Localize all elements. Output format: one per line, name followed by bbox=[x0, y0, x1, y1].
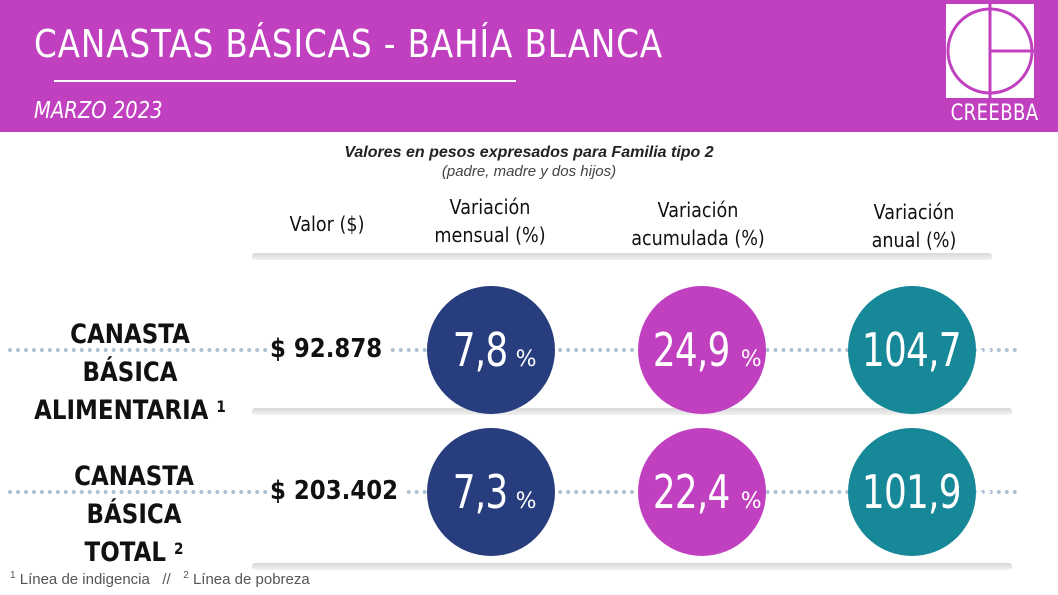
circle-acumulada: 22,4% bbox=[638, 428, 766, 556]
page-subtitle: MARZO 2023 bbox=[34, 98, 163, 124]
percent-sign: % bbox=[740, 489, 762, 514]
bottom-divider bbox=[252, 563, 1012, 570]
percent-sign: % bbox=[740, 347, 762, 372]
footnote-2-text: Línea de pobreza bbox=[192, 571, 310, 588]
column-header-acumulada-line2: acumulada (%) bbox=[631, 226, 765, 250]
creebba-logo: CREEBBA bbox=[942, 0, 1038, 132]
row-label-line1: CANASTA BÁSICA bbox=[70, 319, 190, 388]
percent-sign: % bbox=[515, 347, 537, 372]
circle-mensual: 7,3% bbox=[427, 428, 555, 556]
footnote-ref: 2 bbox=[173, 539, 184, 558]
row-divider bbox=[252, 408, 1012, 415]
page-title: CANASTAS BÁSICAS - BAHÍA BLANCA bbox=[34, 22, 664, 66]
variacion-mensual-value: 7,8 bbox=[453, 323, 509, 377]
circle-anual: 104,7% bbox=[848, 286, 996, 414]
circle-acumulada: 24,9% bbox=[638, 286, 766, 414]
footnote-ref: 1 bbox=[216, 397, 226, 416]
valor-alimentaria: $ 92.878 bbox=[270, 334, 388, 364]
title-underline bbox=[54, 80, 516, 82]
variacion-anual-value: 101,9 bbox=[861, 465, 962, 519]
column-header-valor-text: Valor ($) bbox=[289, 212, 365, 236]
logo-icon bbox=[946, 4, 1034, 98]
column-header-mensual: Variación mensual (%) bbox=[414, 193, 565, 249]
footnote-1-number: 1 bbox=[10, 570, 16, 581]
column-header-acumulada: Variación acumulada (%) bbox=[617, 196, 779, 252]
row-label-total: CANASTA BÁSICA TOTAL 2 bbox=[25, 458, 243, 572]
valor-total: $ 203.402 bbox=[270, 476, 404, 506]
column-header-anual-line2: anual (%) bbox=[871, 228, 957, 252]
footnote-1-text: Línea de indigencia bbox=[19, 571, 150, 588]
column-header-anual: Variación anual (%) bbox=[837, 198, 992, 254]
row-label-line2: ALIMENTARIA bbox=[34, 395, 209, 426]
percent-sign: % bbox=[515, 489, 537, 514]
row-label-line1: CANASTA BÁSICA bbox=[74, 461, 194, 530]
column-header-mensual-line1: Variación bbox=[449, 195, 531, 219]
percent-sign: % bbox=[974, 347, 996, 372]
circle-mensual: 7,8% bbox=[427, 286, 555, 414]
circle-anual: 101,9% bbox=[848, 428, 996, 556]
row-label-line2: TOTAL bbox=[84, 537, 166, 568]
caption-main: Valores en pesos expresados para Familia… bbox=[344, 144, 714, 161]
caption-sub: (padre, madre y dos hijos) bbox=[441, 163, 617, 180]
header-banner: CANASTAS BÁSICAS - BAHÍA BLANCA MARZO 20… bbox=[0, 0, 1058, 132]
row-label-alimentaria: CANASTA BÁSICA ALIMENTARIA 1 bbox=[20, 316, 241, 430]
footnote-separator: // bbox=[162, 571, 171, 588]
variacion-acumulada-value: 22,4 bbox=[653, 465, 731, 519]
logo-text: CREEBBA bbox=[950, 101, 1039, 126]
footnote-2-number: 2 bbox=[183, 570, 189, 581]
header-divider bbox=[252, 253, 992, 260]
footnotes: 1 Línea de indigencia // 2 Línea de pobr… bbox=[10, 570, 310, 588]
column-header-mensual-line2: mensual (%) bbox=[434, 223, 546, 247]
variacion-acumulada-value: 24,9 bbox=[653, 323, 731, 377]
variacion-anual-value: 104,7 bbox=[861, 323, 962, 377]
column-header-acumulada-line1: Variación bbox=[657, 198, 739, 222]
column-header-anual-line1: Variación bbox=[873, 200, 955, 224]
column-header-valor: Valor ($) bbox=[270, 210, 384, 238]
variacion-mensual-value: 7,3 bbox=[453, 465, 509, 519]
percent-sign: % bbox=[974, 489, 996, 514]
